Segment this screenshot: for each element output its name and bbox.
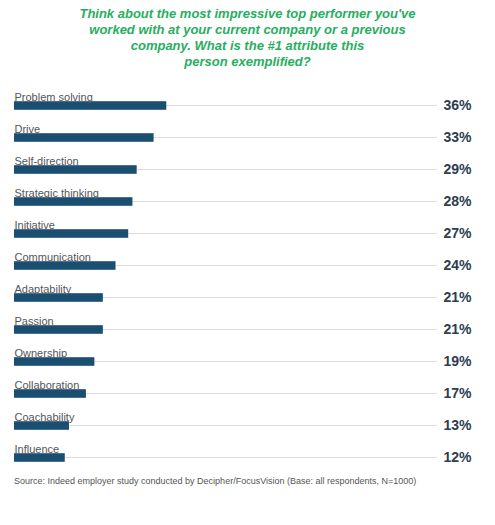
svg-text:33%: 33% [444, 129, 473, 145]
svg-text:Strategic thinking: Strategic thinking [15, 187, 99, 199]
svg-text:36%: 36% [444, 97, 473, 113]
svg-text:Problem solving: Problem solving [15, 91, 93, 103]
svg-text:12%: 12% [444, 449, 473, 465]
svg-text:Drive: Drive [15, 123, 41, 135]
svg-text:Self-direction: Self-direction [15, 155, 79, 167]
svg-text:21%: 21% [444, 321, 473, 337]
svg-text:17%: 17% [444, 385, 473, 401]
svg-text:27%: 27% [444, 225, 473, 241]
svg-text:Coachability: Coachability [15, 411, 75, 423]
svg-text:Collaboration: Collaboration [15, 379, 80, 391]
svg-text:24%: 24% [444, 257, 473, 273]
html-text:Source: Indeed employer study: Source: Indeed employer study conducted … [14, 476, 417, 486]
svg-text:19%: 19% [444, 353, 473, 369]
svg-text:29%: 29% [444, 161, 473, 177]
svg-text:28%: 28% [444, 193, 473, 209]
svg-text:Adaptability: Adaptability [15, 283, 72, 295]
html-text:Think about the most impressiv: Think about the most impressive top perf… [79, 6, 416, 69]
svg-text:21%: 21% [444, 289, 473, 305]
svg-text:Passion: Passion [15, 315, 54, 327]
svg-text:13%: 13% [444, 417, 473, 433]
svg-text:Communication: Communication [15, 251, 91, 263]
svg-text:Ownership: Ownership [15, 347, 68, 359]
svg-text:Initiative: Initiative [15, 219, 55, 231]
svg-text:Influence: Influence [15, 443, 60, 455]
